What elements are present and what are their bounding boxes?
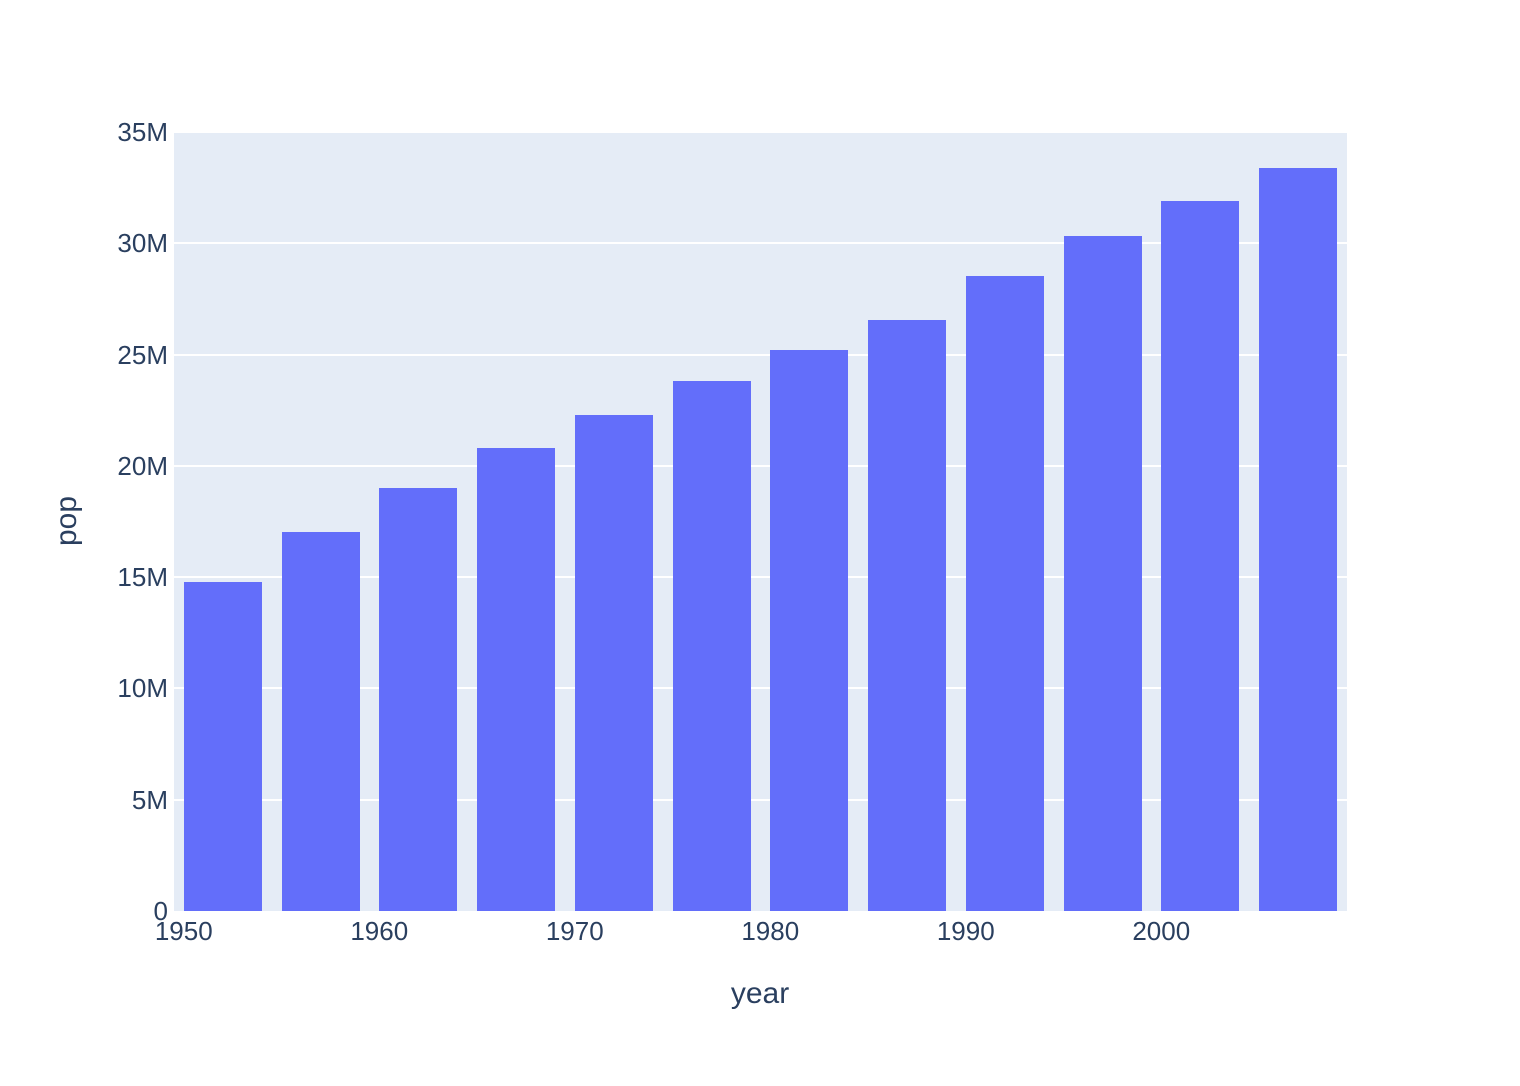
bar-1952[interactable] xyxy=(183,581,262,911)
x-tick-label-1990: 1990 xyxy=(936,916,995,946)
x-tick-label-1950: 1950 xyxy=(154,916,213,946)
x-tick-label-1970: 1970 xyxy=(545,916,604,946)
gridline-35000000 xyxy=(174,131,1347,133)
x-tick-label-2000: 2000 xyxy=(1132,916,1191,946)
y-tick-label-0: 0 xyxy=(153,896,168,926)
bar-1997[interactable] xyxy=(1063,236,1142,911)
gridline-30000000 xyxy=(174,242,1347,245)
bar-1967[interactable] xyxy=(477,447,556,911)
y-tick-label-15M: 15M xyxy=(117,562,168,593)
gridline-20000000 xyxy=(174,464,1347,467)
y-tick-label-25M: 25M xyxy=(117,339,168,370)
y-tick-label-20M: 20M xyxy=(117,450,168,481)
bar-2007[interactable] xyxy=(1259,167,1338,911)
bar-1962[interactable] xyxy=(379,488,458,911)
bar-1977[interactable] xyxy=(672,381,751,911)
y-tick-label-5M: 5M xyxy=(131,784,168,815)
y-tick-label-10M: 10M xyxy=(117,673,168,704)
plot-area[interactable] xyxy=(174,131,1347,911)
bar-1957[interactable] xyxy=(281,532,360,911)
x-tick-label-1980: 1980 xyxy=(741,916,800,946)
gridline-15000000 xyxy=(174,576,1347,579)
gridline-10000000 xyxy=(174,687,1347,690)
y-axis-title: pop xyxy=(50,495,83,547)
x-axis-title: year xyxy=(730,977,790,1010)
bar-2002[interactable] xyxy=(1161,200,1240,911)
gridline-5000000 xyxy=(174,798,1347,801)
y-tick-label-35M: 35M xyxy=(117,117,168,147)
bar-1972[interactable] xyxy=(574,415,653,911)
y-tick-label-30M: 30M xyxy=(117,228,168,259)
bar-1987[interactable] xyxy=(868,320,947,911)
x-tick-label-1960: 1960 xyxy=(350,916,409,946)
bar-1992[interactable] xyxy=(965,276,1044,911)
bar-1982[interactable] xyxy=(770,350,849,911)
gridline-25000000 xyxy=(174,353,1347,356)
